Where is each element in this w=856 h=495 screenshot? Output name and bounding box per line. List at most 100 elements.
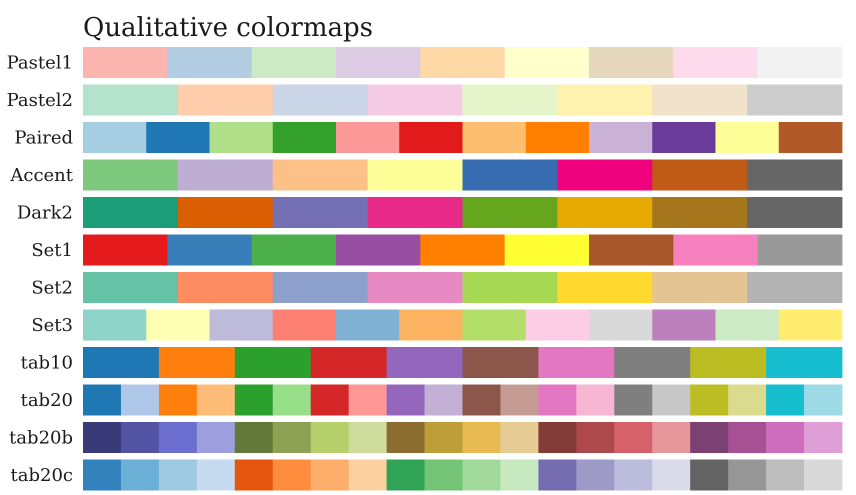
color-swatch [420, 234, 506, 266]
color-swatch [804, 422, 843, 453]
colormap-label: Set2 [31, 278, 73, 299]
color-swatch [83, 422, 122, 453]
color-swatch [652, 272, 748, 303]
color-swatch [747, 272, 843, 303]
color-swatch [715, 122, 780, 153]
color-swatch [652, 197, 748, 228]
color-swatch [576, 459, 615, 491]
color-swatch [766, 459, 805, 491]
color-swatch [336, 122, 400, 153]
color-swatch [158, 347, 236, 378]
color-swatch [747, 197, 843, 228]
color-swatch [589, 122, 653, 153]
color-swatch [158, 459, 198, 491]
color-swatch [196, 459, 236, 491]
color-swatch [83, 84, 179, 116]
color-swatch [804, 384, 843, 416]
colormap-row-set2: Set2 [31, 272, 843, 303]
colormap-label: tab10 [21, 353, 73, 374]
color-swatch [83, 159, 179, 191]
color-swatch [209, 122, 274, 153]
colormap-label: tab20 [21, 390, 73, 411]
color-swatch [728, 459, 767, 491]
colormap-row-set1: Set1 [31, 234, 843, 266]
color-swatch [589, 47, 674, 78]
color-swatch [336, 47, 421, 78]
color-swatch [652, 309, 716, 341]
color-swatch [462, 197, 558, 228]
color-swatch [557, 159, 653, 191]
color-swatch [462, 272, 558, 303]
color-swatch [757, 47, 843, 78]
color-swatch [336, 234, 421, 266]
color-swatch [83, 272, 179, 303]
color-swatch [386, 422, 425, 453]
color-swatch [367, 197, 463, 228]
color-swatch [652, 422, 691, 453]
color-swatch [652, 384, 691, 416]
colormap-label: Pastel2 [7, 90, 73, 111]
color-swatch [576, 422, 615, 453]
color-swatch [386, 347, 463, 378]
color-swatch [272, 197, 369, 228]
color-swatch [673, 47, 759, 78]
color-swatch [424, 459, 463, 491]
color-swatch [177, 84, 274, 116]
color-swatch [462, 459, 501, 491]
color-swatch [234, 422, 274, 453]
color-swatch [209, 309, 274, 341]
color-swatch [557, 272, 653, 303]
color-swatch [336, 309, 400, 341]
color-swatch [589, 309, 653, 341]
color-swatch [728, 422, 767, 453]
colormap-label: Set3 [31, 315, 73, 336]
colormap-label: tab20c [11, 465, 73, 486]
color-swatch [196, 384, 236, 416]
color-swatch [177, 197, 274, 228]
color-swatch [690, 459, 729, 491]
color-swatch [525, 309, 590, 341]
color-swatch [614, 384, 653, 416]
colormap-row-pastel2: Pastel2 [7, 84, 843, 116]
color-swatch [747, 84, 843, 116]
color-swatch [120, 459, 160, 491]
color-swatch [525, 122, 590, 153]
color-swatch [757, 234, 843, 266]
color-swatch [272, 422, 312, 453]
colormap-label: Set1 [31, 240, 73, 261]
colormap-row-tab20c: tab20c [11, 459, 843, 491]
color-swatch [504, 47, 590, 78]
color-swatch [158, 422, 198, 453]
color-swatch [652, 122, 716, 153]
colormap-rows: Pastel1 Pastel2 Paired Accent Dark2 Set1 Set2 S… [7, 47, 843, 491]
color-swatch [690, 384, 729, 416]
color-swatch [251, 234, 337, 266]
color-swatch [310, 347, 387, 378]
color-swatch [158, 384, 198, 416]
color-swatch [83, 234, 168, 266]
color-swatch [167, 47, 253, 78]
color-swatch [83, 309, 147, 341]
color-swatch [367, 159, 463, 191]
color-swatch [83, 47, 168, 78]
color-swatch [462, 122, 527, 153]
color-swatch [652, 159, 748, 191]
color-swatch [652, 459, 691, 491]
color-swatch [766, 384, 805, 416]
color-swatch [690, 347, 767, 378]
color-swatch [462, 384, 501, 416]
color-swatch [538, 459, 577, 491]
color-swatch [500, 422, 539, 453]
chart-title: Qualitative colormaps [83, 13, 373, 43]
color-swatch [673, 234, 759, 266]
color-swatch [747, 159, 843, 191]
color-swatch [462, 159, 558, 191]
colormap-row-pastel1: Pastel1 [7, 47, 843, 78]
colormap-row-accent: Accent [9, 159, 843, 191]
color-swatch [146, 122, 210, 153]
color-swatch [766, 422, 805, 453]
color-swatch [367, 84, 463, 116]
color-swatch [348, 459, 387, 491]
color-swatch [462, 309, 527, 341]
color-swatch [386, 459, 425, 491]
